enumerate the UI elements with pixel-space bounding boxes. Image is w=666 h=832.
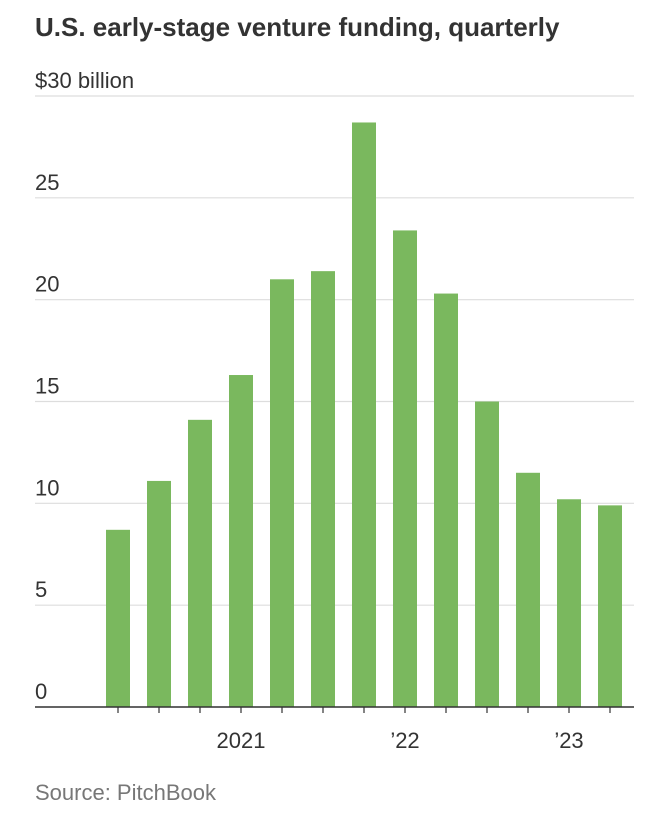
bar — [557, 499, 581, 707]
x-tick-label: ’23 — [554, 728, 583, 753]
bar — [475, 401, 499, 707]
bar — [352, 122, 376, 707]
y-tick-label: 10 — [35, 475, 59, 500]
x-tick-label: ’22 — [390, 728, 419, 753]
x-tick-label: 2021 — [217, 728, 266, 753]
bar — [147, 480, 171, 707]
bar — [393, 230, 417, 708]
bar — [434, 293, 458, 707]
bar — [106, 529, 130, 707]
y-tick-label: $30 billion — [35, 68, 134, 93]
bar — [516, 472, 540, 707]
y-tick-label: 20 — [35, 272, 59, 297]
bar — [270, 279, 294, 707]
chart-title: U.S. early-stage venture funding, quarte… — [35, 12, 560, 42]
bar — [598, 505, 622, 707]
y-tick-label: 25 — [35, 170, 59, 195]
bar — [188, 419, 212, 707]
y-tick-label: 5 — [35, 577, 47, 602]
y-tick-label: 15 — [35, 374, 59, 399]
bar — [311, 271, 335, 707]
source-note: Source: PitchBook — [35, 780, 217, 805]
y-tick-label: 0 — [35, 679, 47, 704]
bar — [229, 375, 253, 707]
